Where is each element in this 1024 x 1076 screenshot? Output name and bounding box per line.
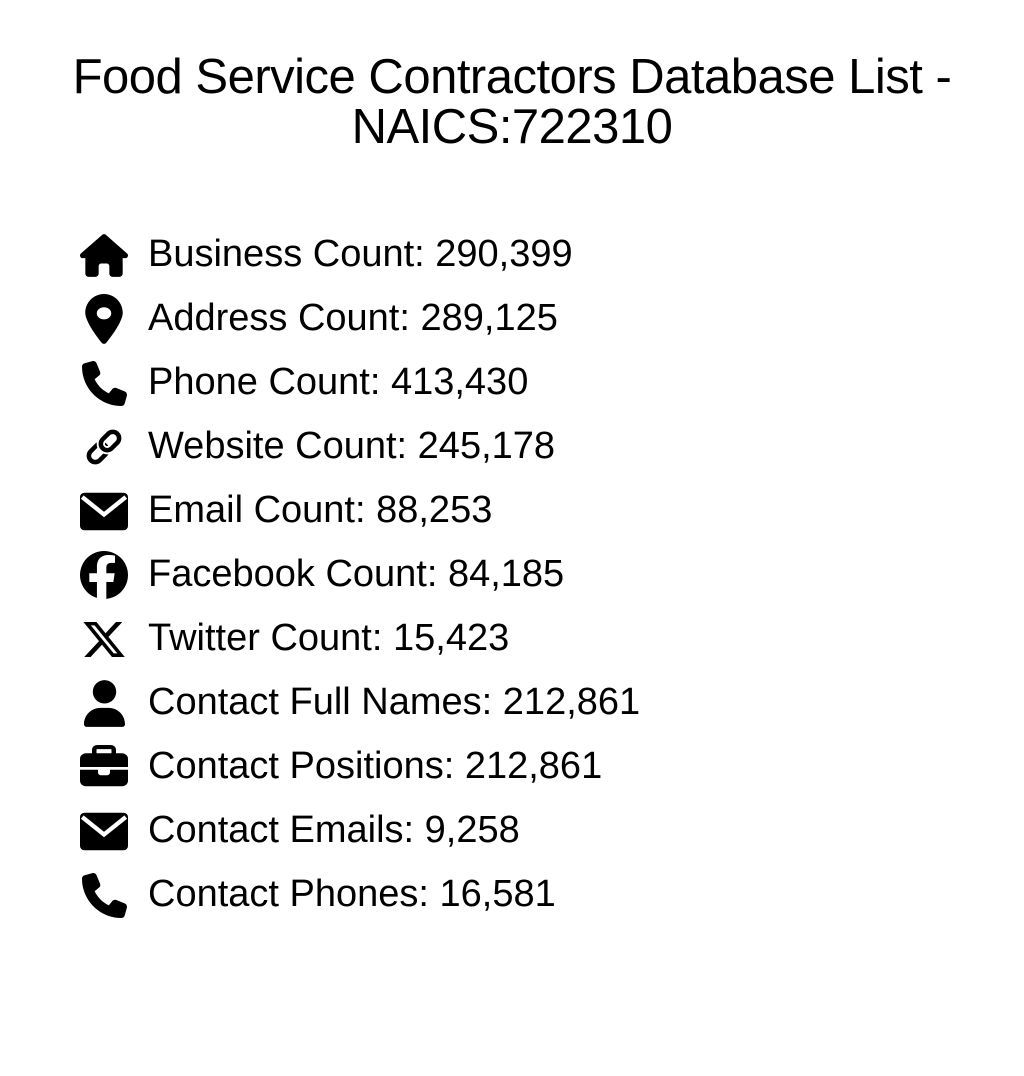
briefcase-icon: [80, 739, 128, 795]
stat-row-phone-count: Phone Count: 413,430: [0, 351, 1024, 415]
page-title: Food Service Contractors Database List -…: [24, 52, 1000, 152]
stat-text: Facebook Count: 84,185: [148, 553, 565, 595]
stat-row-address-count: Address Count: 289,125: [0, 287, 1024, 351]
stat-row-email-count: Email Count: 88,253: [0, 479, 1024, 543]
stat-row-twitter-count: Twitter Count: 15,423: [0, 607, 1024, 671]
location-pin-icon: [80, 291, 128, 347]
stat-row-business-count: Business Count: 290,399: [0, 223, 1024, 287]
stat-text: Contact Full Names: 212,861: [148, 681, 641, 723]
phone-icon: [80, 355, 128, 411]
stat-text: Business Count: 290,399: [148, 233, 573, 275]
stat-row-contact-full-names: Contact Full Names: 212,861: [0, 671, 1024, 735]
facebook-icon: [80, 547, 128, 603]
stat-row-contact-positions: Contact Positions: 212,861: [0, 735, 1024, 799]
stats-list: Business Count: 290,399 Address Count: 2…: [0, 223, 1024, 927]
x-twitter-icon: [80, 611, 128, 667]
stat-row-contact-phones: Contact Phones: 16,581: [0, 863, 1024, 927]
envelope-icon: [80, 803, 128, 859]
phone-icon: [80, 867, 128, 923]
stat-text: Contact Positions: 212,861: [148, 745, 603, 787]
stat-text: Address Count: 289,125: [148, 297, 558, 339]
house-icon: [80, 227, 128, 283]
stat-text: Contact Emails: 9,258: [148, 809, 520, 851]
user-icon: [80, 675, 128, 731]
stat-text: Contact Phones: 16,581: [148, 873, 556, 915]
stat-row-contact-emails: Contact Emails: 9,258: [0, 799, 1024, 863]
page-title-line2: NAICS:722310: [351, 100, 673, 154]
page-title-line1: Food Service Contractors Database List -: [72, 50, 952, 104]
stat-text: Twitter Count: 15,423: [148, 617, 510, 659]
stat-text: Phone Count: 413,430: [148, 361, 529, 403]
stat-text: Email Count: 88,253: [148, 489, 493, 531]
link-icon: [80, 419, 128, 475]
stat-text: Website Count: 245,178: [148, 425, 556, 467]
stat-row-facebook-count: Facebook Count: 84,185: [0, 543, 1024, 607]
stat-row-website-count: Website Count: 245,178: [0, 415, 1024, 479]
envelope-icon: [80, 483, 128, 539]
